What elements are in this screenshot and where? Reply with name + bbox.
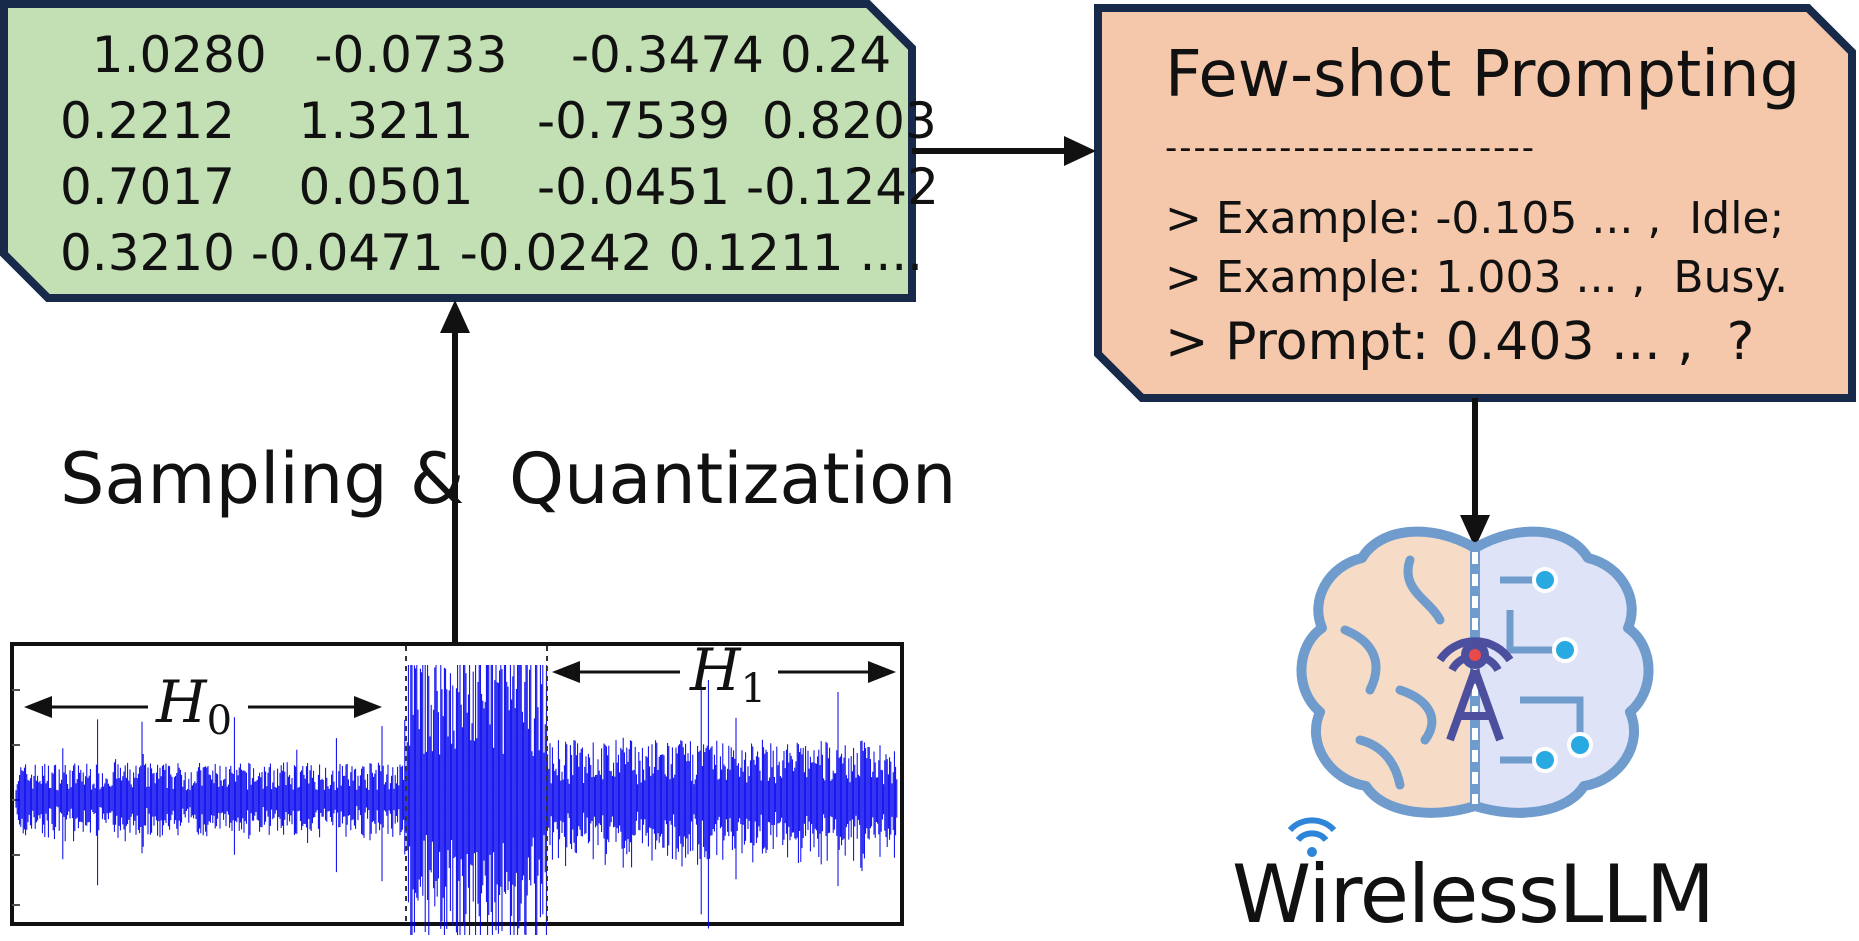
h0-label: H0 <box>156 668 233 744</box>
arrow-prompt-to-llm <box>1460 398 1490 548</box>
circuit-node <box>1567 732 1593 758</box>
data-row-3: 0.7017 0.0501 -0.0451 -0.1242 <box>60 158 939 216</box>
arrow-data-to-prompt <box>912 136 1096 166</box>
noise-signal-trace <box>15 665 898 935</box>
h1-label: H1 <box>690 636 767 712</box>
brain-right-hemisphere <box>1470 526 1654 818</box>
quantized-data-box <box>0 0 916 302</box>
signal-path <box>15 665 898 935</box>
sampling-quantization-label: Sampling & Quantization <box>60 438 957 520</box>
few-shot-divider: -------------------------- <box>1165 128 1536 168</box>
example-line-2: > Example: 1.003 ... , Busy. <box>1165 252 1789 303</box>
antenna-tower-icon <box>1436 637 1514 742</box>
arrow-waveform-to-data <box>440 300 470 645</box>
few-shot-title: Few-shot Prompting <box>1165 38 1801 112</box>
brain-icon <box>1296 526 1654 818</box>
brain-left-hemisphere <box>1296 526 1480 818</box>
wirelessllm-logo-text: WirelessLLM <box>1232 848 1715 941</box>
data-row-4: 0.3210 -0.0471 -0.0242 0.1211 .... <box>60 224 924 282</box>
data-row-2: 0.2212 1.3211 -0.7539 0.8203 <box>60 92 937 150</box>
data-row-1: 1.0280 -0.0733 -0.3474 0.24 <box>60 26 892 84</box>
wifi-icon <box>1287 817 1337 857</box>
few-shot-prompt-box <box>1094 4 1856 402</box>
circuit-node <box>1552 637 1578 663</box>
circuit-node <box>1532 747 1558 773</box>
circuit-node <box>1532 567 1558 593</box>
prompt-line: > Prompt: 0.403 ... , ? <box>1165 312 1755 372</box>
example-line-1: > Example: -0.105 ... , Idle; <box>1165 193 1785 244</box>
